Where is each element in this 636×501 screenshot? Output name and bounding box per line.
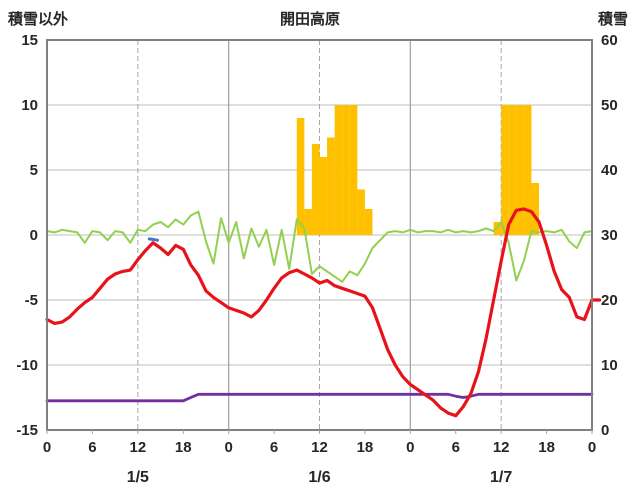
snowfall-bar	[342, 105, 350, 235]
hour-tick-label: 6	[88, 439, 96, 456]
snowfall-bar	[311, 144, 320, 235]
snowfall-bar	[327, 137, 335, 235]
snowfall-bar	[516, 105, 524, 235]
hour-tick-label: 0	[43, 439, 51, 456]
hour-tick-label: 0	[224, 439, 232, 456]
green-line	[46, 210, 593, 283]
snowfall-bar	[304, 209, 312, 235]
date-label: 1/5	[127, 469, 149, 486]
left-axis-tick-label: -5	[25, 292, 38, 309]
date-label: 1/7	[490, 469, 512, 486]
temperature-line	[45, 207, 602, 418]
left-axis-tick-label: 10	[21, 97, 38, 114]
snowfall-bar	[296, 118, 305, 235]
snowfall-bar	[523, 105, 532, 235]
hour-tick-label: 18	[357, 439, 374, 456]
blue-segment	[147, 237, 159, 242]
chart-title: 開田高原	[280, 10, 340, 28]
snowfall-bar	[493, 222, 502, 235]
right-axis-tick-label: 40	[601, 162, 618, 179]
hour-tick-label: 12	[493, 439, 510, 456]
snowfall-bar	[334, 105, 343, 235]
right-axis-tick-label: 50	[601, 97, 618, 114]
left-axis-tick-label: -15	[16, 422, 38, 439]
date-label: 1/6	[308, 469, 330, 486]
right-axis-tick-label: 20	[601, 292, 618, 309]
snowfall-bar	[364, 209, 373, 235]
right-axis-tick-label: 0	[601, 422, 609, 439]
snow-depth-line	[45, 392, 594, 403]
snowfall-bar	[508, 105, 517, 235]
snowfall-bar	[501, 105, 509, 235]
right-axis-tick-label: 30	[601, 227, 618, 244]
left-axis-tick-label: 0	[30, 227, 38, 244]
hour-tick-label: 6	[452, 439, 460, 456]
right-axis-title: 積雪	[597, 10, 628, 28]
hour-tick-label: 12	[311, 439, 328, 456]
hour-tick-label: 0	[588, 439, 596, 456]
left-axis-tick-label: 5	[30, 162, 38, 179]
left-axis-tick-label: 15	[21, 32, 38, 49]
right-axis-tick-label: 10	[601, 357, 618, 374]
left-axis-title: 積雪以外	[7, 10, 68, 28]
snowfall-bar	[319, 157, 328, 235]
hour-tick-label: 18	[538, 439, 555, 456]
hour-tick-label: 0	[406, 439, 414, 456]
right-axis-tick-label: 60	[601, 32, 618, 49]
left-axis-tick-label: -10	[16, 357, 38, 374]
hour-tick-label: 12	[129, 439, 146, 456]
hour-tick-label: 6	[270, 439, 278, 456]
snowfall-bar	[357, 189, 365, 235]
snowfall-bar	[349, 105, 358, 235]
snowfall-bar	[531, 183, 540, 235]
hour-tick-label: 18	[175, 439, 192, 456]
